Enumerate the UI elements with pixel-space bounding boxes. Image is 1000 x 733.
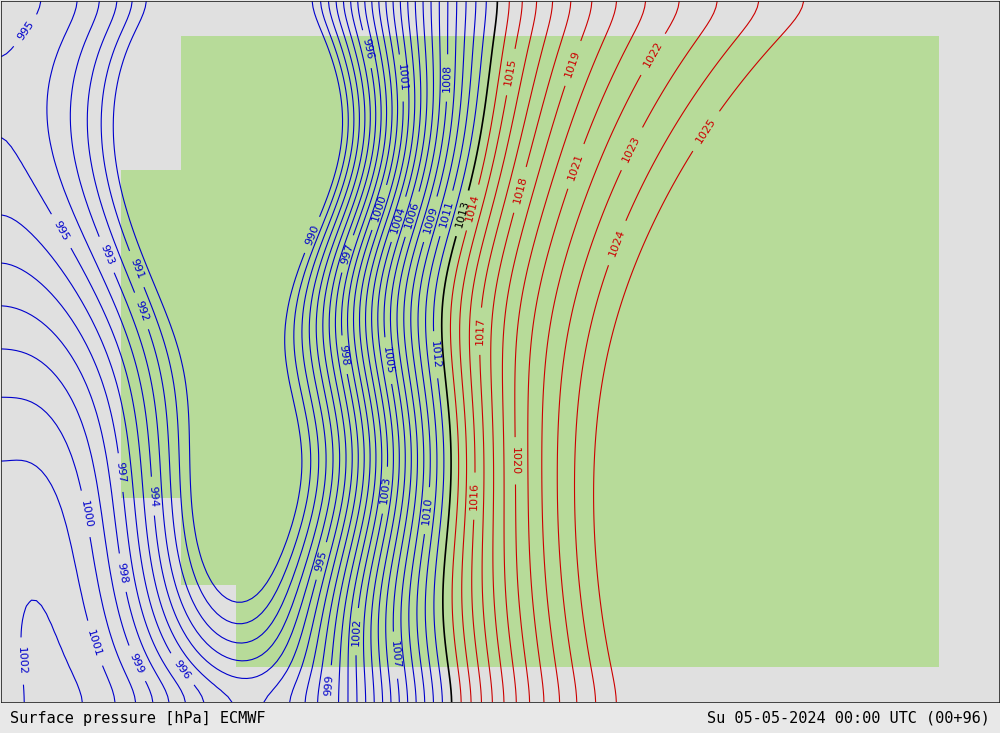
Text: 997: 997 bbox=[339, 242, 355, 265]
Text: 1000: 1000 bbox=[371, 193, 389, 222]
Text: 991: 991 bbox=[128, 257, 145, 281]
Text: 1020: 1020 bbox=[510, 446, 520, 475]
Text: 1025: 1025 bbox=[694, 117, 718, 145]
Text: 1006: 1006 bbox=[404, 199, 421, 229]
Text: 1004: 1004 bbox=[390, 205, 407, 235]
Text: 996: 996 bbox=[360, 37, 374, 61]
Text: 1005: 1005 bbox=[381, 346, 395, 375]
Text: 995: 995 bbox=[52, 219, 71, 243]
Text: 993: 993 bbox=[98, 243, 115, 266]
Text: 1019: 1019 bbox=[563, 48, 582, 78]
Text: 1017: 1017 bbox=[474, 317, 485, 345]
Text: 1018: 1018 bbox=[512, 175, 528, 205]
Text: 996: 996 bbox=[172, 658, 192, 681]
Text: 995: 995 bbox=[314, 550, 329, 572]
Text: 1002: 1002 bbox=[351, 617, 362, 646]
Text: 1008: 1008 bbox=[442, 64, 453, 92]
Text: 990: 990 bbox=[303, 223, 321, 246]
Text: 998: 998 bbox=[338, 344, 350, 366]
Text: 1001: 1001 bbox=[396, 64, 408, 92]
Text: 1014: 1014 bbox=[464, 193, 481, 222]
Text: 1012: 1012 bbox=[429, 340, 441, 369]
Text: 1001: 1001 bbox=[85, 628, 103, 658]
Text: 999: 999 bbox=[128, 652, 146, 675]
Text: 1003: 1003 bbox=[379, 476, 392, 505]
Text: 1016: 1016 bbox=[469, 482, 480, 510]
Text: 1011: 1011 bbox=[438, 199, 455, 228]
Text: 1022: 1022 bbox=[642, 40, 664, 69]
Text: 1007: 1007 bbox=[389, 641, 401, 670]
Text: 995: 995 bbox=[16, 19, 36, 43]
Text: 1021: 1021 bbox=[566, 152, 585, 181]
Text: 1009: 1009 bbox=[422, 205, 439, 235]
Text: 1023: 1023 bbox=[621, 134, 642, 163]
Text: 999: 999 bbox=[324, 674, 335, 696]
Text: 1002: 1002 bbox=[16, 647, 27, 675]
Text: 1015: 1015 bbox=[503, 57, 518, 86]
Text: Surface pressure [hPa] ECMWF: Surface pressure [hPa] ECMWF bbox=[10, 711, 266, 726]
Text: 1013: 1013 bbox=[454, 199, 471, 228]
Text: 1024: 1024 bbox=[607, 228, 626, 258]
Text: 1000: 1000 bbox=[79, 499, 93, 528]
Text: 994: 994 bbox=[147, 485, 159, 507]
Text: 997: 997 bbox=[115, 461, 127, 484]
Text: 1010: 1010 bbox=[421, 496, 434, 525]
Text: 998: 998 bbox=[116, 561, 129, 584]
Text: 992: 992 bbox=[133, 299, 150, 323]
Text: Su 05-05-2024 00:00 UTC (00+96): Su 05-05-2024 00:00 UTC (00+96) bbox=[707, 711, 990, 726]
